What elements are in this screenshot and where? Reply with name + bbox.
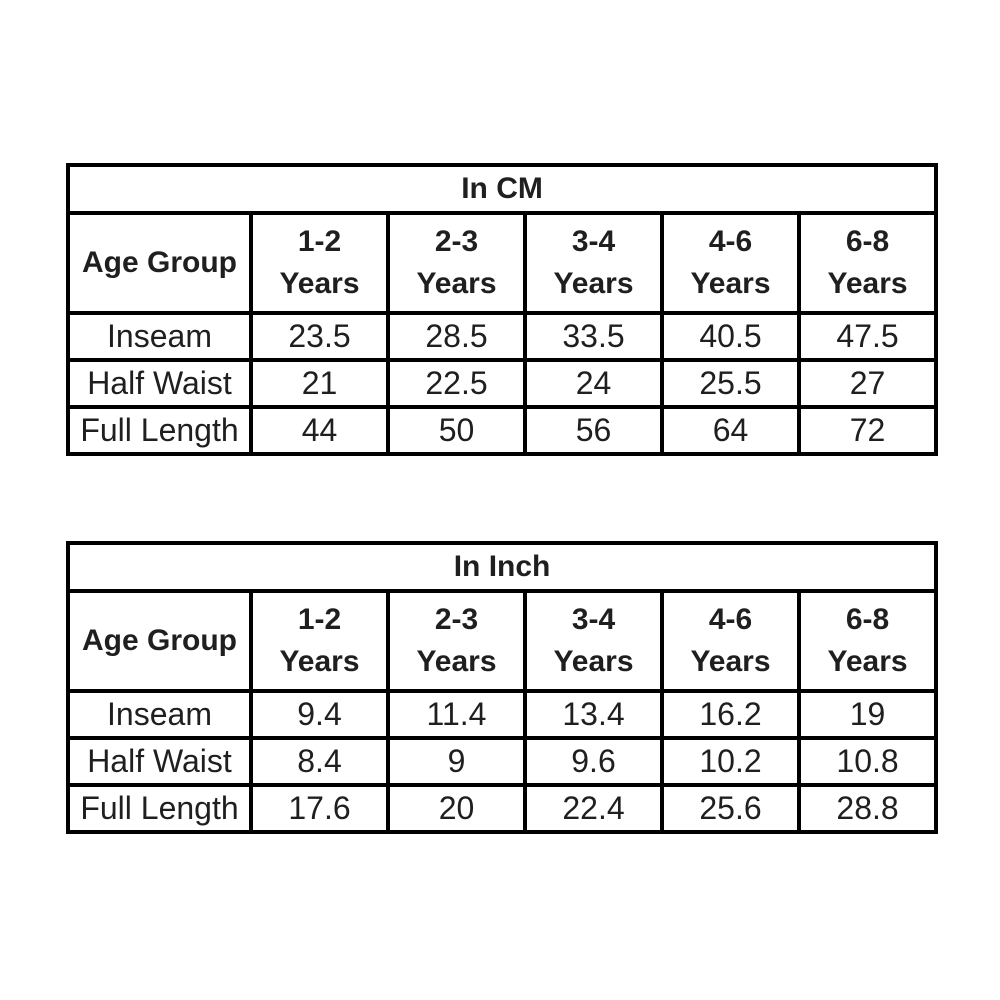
table-title: In Inch	[65, 541, 939, 593]
cell-value: 72	[796, 405, 939, 456]
cell-value: 33.5	[523, 311, 664, 362]
table-row: Full Length 17.6 20 22.4 25.6 28.8	[66, 783, 939, 834]
table-title: In CM	[65, 163, 939, 215]
column-header: 4-6 Years	[660, 589, 801, 693]
cell-value: 24	[523, 358, 664, 409]
table-title-row: In Inch	[65, 541, 939, 593]
cell-value: 9.4	[249, 689, 390, 740]
age-unit: Years	[279, 267, 360, 300]
cell-value: 25.6	[660, 783, 801, 834]
table-row: Full Length 44 50 56 64 72	[66, 405, 939, 456]
age-range: 3-4	[571, 225, 616, 258]
cell-value: 10.2	[660, 736, 801, 787]
column-header: 6-8 Years	[796, 211, 939, 315]
age-unit: Years	[553, 645, 634, 678]
table-row: Half Waist 8.4 9 9.6 10.2 10.8	[66, 736, 939, 787]
cell-value: 23.5	[249, 311, 390, 362]
age-range: 3-4	[571, 603, 616, 636]
cell-value: 11.4	[386, 689, 527, 740]
age-range: 2-3	[434, 603, 479, 636]
cell-value: 56	[523, 405, 664, 456]
age-range: 4-6	[708, 225, 753, 258]
row-label: Inseam	[66, 311, 253, 362]
column-header: 4-6 Years	[660, 211, 801, 315]
age-unit: Years	[416, 645, 497, 678]
column-header: 1-2 Years	[249, 589, 390, 693]
cell-value: 20	[386, 783, 527, 834]
age-unit: Years	[827, 267, 908, 300]
row-label: Full Length	[66, 783, 253, 834]
age-range: 6-8	[845, 603, 890, 636]
table-row: Inseam 9.4 11.4 13.4 16.2 19	[66, 689, 939, 740]
table-title-row: In CM	[65, 163, 939, 215]
age-unit: Years	[553, 267, 634, 300]
table-row: Inseam 23.5 28.5 33.5 40.5 47.5	[66, 311, 939, 362]
cell-value: 27	[796, 358, 939, 409]
column-header: 2-3 Years	[386, 211, 527, 315]
row-label: Half Waist	[66, 736, 253, 787]
size-table-inch: In Inch Age Group 1-2 Years 2-3 Years 3-…	[65, 541, 939, 834]
age-unit: Years	[690, 267, 771, 300]
cell-value: 47.5	[796, 311, 939, 362]
cell-value: 28.5	[386, 311, 527, 362]
cell-value: 9	[386, 736, 527, 787]
cell-value: 8.4	[249, 736, 390, 787]
age-range: 6-8	[845, 225, 890, 258]
cell-value: 22.4	[523, 783, 664, 834]
cell-value: 40.5	[660, 311, 801, 362]
cell-value: 13.4	[523, 689, 664, 740]
corner-header: Age Group	[66, 211, 253, 315]
column-header: 3-4 Years	[523, 211, 664, 315]
cell-value: 10.8	[796, 736, 939, 787]
table-row: Half Waist 21 22.5 24 25.5 27	[66, 358, 939, 409]
column-header: 2-3 Years	[386, 589, 527, 693]
row-label: Inseam	[66, 689, 253, 740]
cell-value: 25.5	[660, 358, 801, 409]
corner-header: Age Group	[66, 589, 253, 693]
table-header-row: Age Group 1-2 Years 2-3 Years 3-4 Years …	[66, 211, 939, 315]
age-unit: Years	[827, 645, 908, 678]
age-unit: Years	[279, 645, 360, 678]
cell-value: 17.6	[249, 783, 390, 834]
cell-value: 19	[796, 689, 939, 740]
age-range: 2-3	[434, 225, 479, 258]
cell-value: 21	[249, 358, 390, 409]
age-range: 1-2	[297, 603, 342, 636]
row-label: Half Waist	[66, 358, 253, 409]
cell-value: 16.2	[660, 689, 801, 740]
row-label: Full Length	[66, 405, 253, 456]
age-range: 4-6	[708, 603, 753, 636]
size-table-cm: In CM Age Group 1-2 Years 2-3 Years 3-4 …	[65, 163, 939, 456]
cell-value: 44	[249, 405, 390, 456]
age-range: 1-2	[297, 225, 342, 258]
cell-value: 28.8	[796, 783, 939, 834]
cell-value: 64	[660, 405, 801, 456]
column-header: 3-4 Years	[523, 589, 664, 693]
cell-value: 9.6	[523, 736, 664, 787]
cell-value: 50	[386, 405, 527, 456]
table-header-row: Age Group 1-2 Years 2-3 Years 3-4 Years …	[66, 589, 939, 693]
column-header: 6-8 Years	[796, 589, 939, 693]
age-unit: Years	[690, 645, 771, 678]
cell-value: 22.5	[386, 358, 527, 409]
age-unit: Years	[416, 267, 497, 300]
column-header: 1-2 Years	[249, 211, 390, 315]
